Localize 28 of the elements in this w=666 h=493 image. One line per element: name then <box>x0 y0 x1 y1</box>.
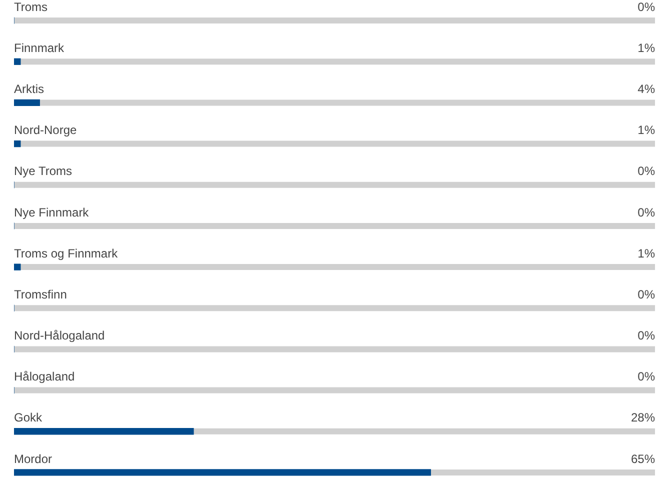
y-tick-label: Nye Finnmark <box>14 205 90 220</box>
data-label: 1% <box>638 40 656 55</box>
y-tick-label: Nord-Hålogaland <box>14 328 105 343</box>
data-label: 0% <box>638 205 656 220</box>
y-tick-label: Arktis <box>14 82 44 96</box>
bar <box>14 140 21 148</box>
bar <box>14 58 21 65</box>
data-label: 0% <box>638 370 656 384</box>
data-label: 0% <box>638 0 656 14</box>
data-label: 0% <box>638 328 656 343</box>
y-tick-label: Mordor <box>14 452 52 466</box>
data-label: 28% <box>630 410 656 425</box>
y-tick-label: Nord-Norge <box>14 123 78 138</box>
data-label: 65% <box>630 452 656 466</box>
y-tick-label: Tromsfinn <box>14 287 67 302</box>
data-label: 4% <box>638 82 656 96</box>
y-tick-label: Troms og Finnmark <box>14 246 119 260</box>
bar <box>14 99 40 106</box>
data-label: 0% <box>638 164 656 178</box>
data-label: 1% <box>638 123 656 138</box>
y-tick-label: Nye Troms <box>14 164 72 178</box>
y-tick-label: Hålogaland <box>14 370 75 384</box>
data-label: 1% <box>638 246 656 260</box>
bar <box>14 264 21 270</box>
y-tick-label: Troms <box>14 0 48 14</box>
data-label: 0% <box>638 287 656 302</box>
y-tick-label: Finnmark <box>14 40 66 55</box>
y-tick-label: Gokk <box>14 410 44 425</box>
